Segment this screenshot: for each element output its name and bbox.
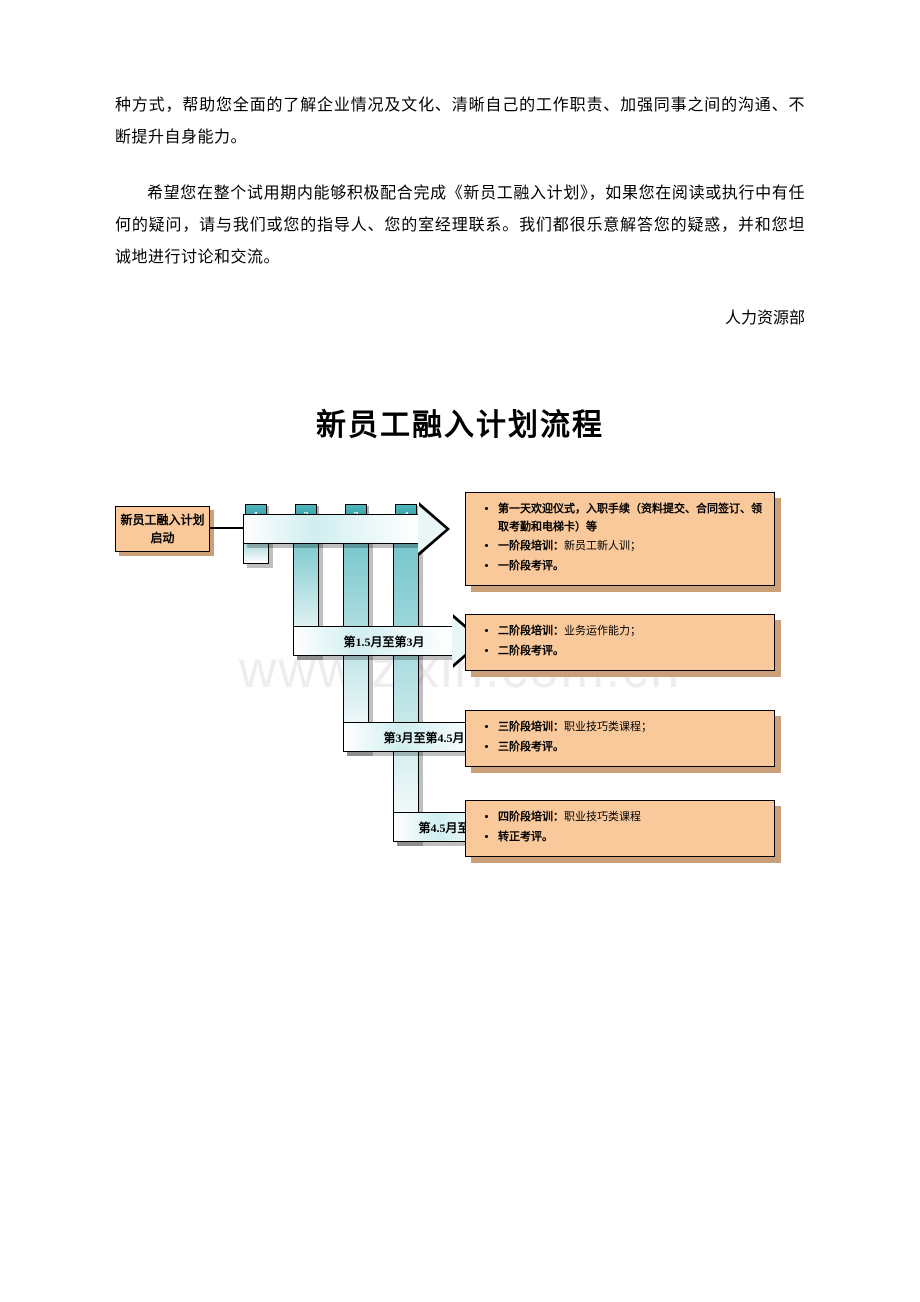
flow-start-box: 新员工融入计划启动: [115, 506, 210, 552]
paragraph-1: 种方式，帮助您全面的了解企业情况及文化、清晰自己的工作职责、加强同事之间的沟通、…: [115, 90, 805, 154]
panel1-item1: 第一天欢迎仪式，入职手续（资料提交、合同签订、领取考勤和电梯卡）等: [498, 501, 764, 536]
flow-panel-3: 三阶段培训：职业技巧类课程； 三阶段考评。: [465, 710, 775, 767]
flow-panel-2: 二阶段培训：业务运作能力； 二阶段考评。: [465, 614, 775, 671]
flow-arrow-3: 第3月至第4.5月: [343, 722, 483, 752]
panel1-item2: 一阶段培训：新员工新人训；: [498, 538, 764, 556]
paragraph-2: 希望您在整个试用期内能够积极配合完成《新员工融入计划》，如果您在阅读或执行中有任…: [115, 178, 805, 274]
panel3-item2: 三阶段考评。: [498, 739, 764, 757]
panel4-item1: 四阶段培训：职业技巧类课程: [498, 809, 764, 827]
flow-panel-1: 第一天欢迎仪式，入职手续（资料提交、合同签订、领取考勤和电梯卡）等 一阶段培训：…: [465, 492, 775, 586]
flow-title: 新员工融入计划流程: [115, 400, 805, 444]
panel2-item1: 二阶段培训：业务运作能力；: [498, 623, 764, 641]
flow-arrow-1: [243, 514, 419, 544]
flow-pipe-4: [393, 528, 419, 842]
flow-arrow-3-label: 第3月至第4.5月: [344, 723, 482, 751]
panel4-item2: 转正考评。: [498, 829, 764, 847]
flowchart: 新员工融入计划启动 1 2 3 4 第1.5月至第3月 第3月至第4.5月 第4…: [115, 500, 805, 860]
flow-panel-4: 四阶段培训：职业技巧类课程 转正考评。: [465, 800, 775, 857]
signature: 人力资源部: [115, 304, 805, 328]
panel3-item1: 三阶段培训：职业技巧类课程；: [498, 719, 764, 737]
flow-arrow-2-label: 第1.5月至第3月: [294, 627, 452, 655]
flow-arrow-1-label: [244, 515, 418, 543]
panel1-item3: 一阶段考评。: [498, 558, 764, 576]
panel2-item2: 二阶段考评。: [498, 643, 764, 661]
flow-arrow-2: 第1.5月至第3月: [293, 626, 453, 656]
